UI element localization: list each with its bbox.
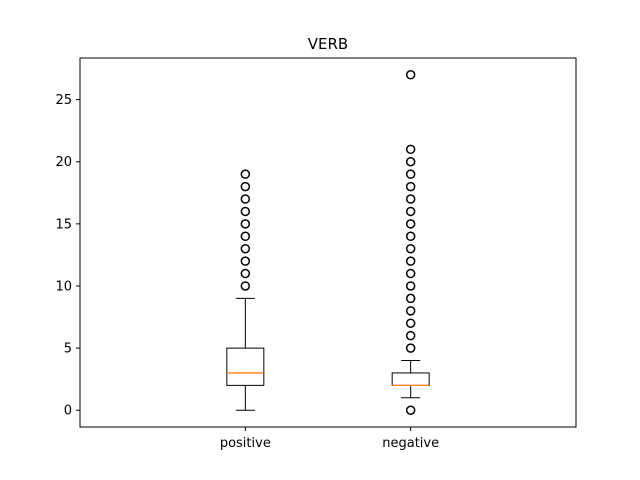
- outlier-point-negative: [405, 206, 416, 217]
- y-tick-label: 15: [55, 217, 72, 232]
- plot-area: 0 5 10 15 20 25 positive negative: [55, 70, 439, 451]
- outlier-point-negative: [405, 268, 416, 279]
- axes-frame: [79, 57, 577, 428]
- outlier-point-positive: [240, 181, 251, 192]
- outlier-point-negative: [405, 231, 416, 242]
- outlier-point-negative: [405, 169, 416, 179]
- outlier-point-positive: [240, 219, 251, 229]
- y-tick-label: 25: [55, 93, 72, 108]
- outlier-point-negative: [405, 181, 416, 192]
- outlier-point-negative: [405, 219, 416, 229]
- y-tick-label: 20: [55, 155, 72, 170]
- outlier-point-negative: [405, 293, 416, 304]
- x-tick-label-positive: positive: [220, 436, 271, 451]
- outlier-point-negative: [405, 281, 416, 291]
- y-tick-label: 5: [64, 342, 72, 357]
- outlier-point-negative: [405, 306, 416, 316]
- outlier-point-negative: [405, 256, 416, 266]
- outlier-point-negative: [405, 318, 416, 329]
- chart-title: VERB: [308, 35, 348, 53]
- outlier-point-positive: [240, 206, 251, 217]
- outlier-point-negative: [405, 330, 416, 341]
- outlier-point-positive: [240, 281, 251, 291]
- outlier-point-negative: [405, 194, 416, 204]
- outlier-point-negative: [405, 343, 416, 353]
- y-tick-label: 10: [55, 279, 72, 294]
- x-tick-label-negative: negative: [382, 436, 439, 451]
- y-tick-label: 0: [64, 404, 72, 419]
- outlier-point-negative: [405, 405, 416, 415]
- outlier-point-positive: [240, 231, 251, 242]
- outlier-point-negative: [405, 156, 416, 167]
- outlier-point-negative: [405, 144, 416, 155]
- outlier-point-positive: [240, 169, 251, 179]
- outlier-point-negative: [405, 243, 416, 254]
- outlier-point-positive: [240, 256, 251, 266]
- outlier-point-negative: [405, 70, 416, 80]
- outlier-point-positive: [240, 194, 251, 204]
- box-positive: [226, 347, 265, 386]
- outlier-point-positive: [240, 243, 251, 254]
- outlier-point-positive: [240, 268, 251, 279]
